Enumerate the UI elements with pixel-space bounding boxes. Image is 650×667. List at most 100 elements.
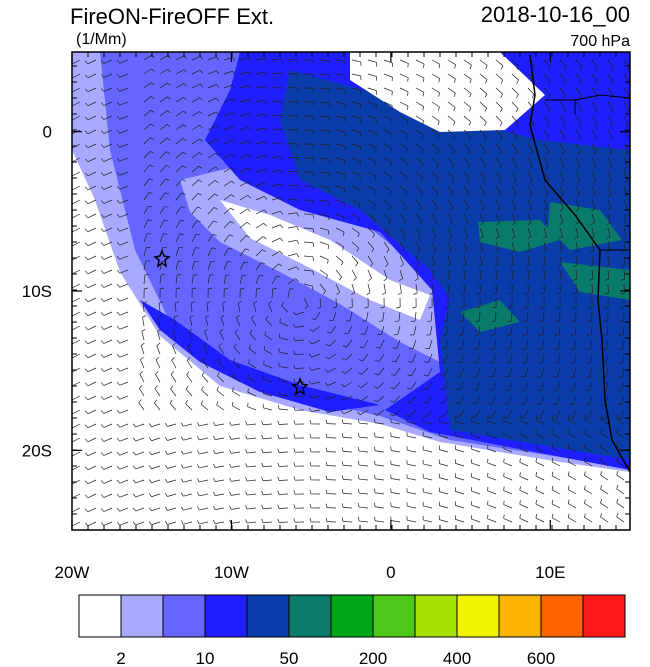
- wind-barb: [322, 290, 326, 295]
- wind-barb: [620, 409, 625, 419]
- wind-barb: [555, 334, 560, 336]
- wind-barb: [399, 185, 407, 193]
- wind-barb: [399, 157, 408, 164]
- wind-barb: [399, 269, 403, 279]
- wind-barb: [557, 278, 562, 281]
- wind-barb: [175, 275, 178, 285]
- wind-barb: [143, 192, 150, 201]
- wind-barb: [477, 339, 481, 349]
- wind-barb: [443, 320, 448, 323]
- wind-barb: [239, 275, 243, 285]
- wind-barb: [619, 320, 624, 323]
- wind-barb: [605, 250, 610, 253]
- wind-barb: [420, 177, 423, 182]
- wind-barb: [412, 339, 417, 349]
- wind-barb: [367, 73, 377, 77]
- wind-barb: [374, 460, 376, 465]
- wind-barb: [72, 311, 81, 317]
- wind-barb: [377, 381, 385, 389]
- wind-barb: [327, 367, 337, 373]
- wind-barb: [588, 409, 593, 419]
- wind-barb: [479, 157, 486, 166]
- wind-barb: [84, 130, 89, 135]
- wind-barb: [280, 100, 283, 105]
- wind-barb: [231, 437, 241, 440]
- wind-barb: [116, 157, 120, 162]
- wind-barb: [495, 213, 500, 223]
- wind-barb: [325, 274, 328, 279]
- wind-barb: [464, 235, 468, 240]
- wind-barb: [84, 340, 89, 345]
- wind-barb: [459, 381, 465, 391]
- wind-barb: [287, 129, 298, 131]
- wind-barb: [197, 506, 200, 511]
- wind-barb: [119, 297, 129, 302]
- wind-barb: [607, 227, 611, 237]
- wind-barb: [542, 325, 545, 335]
- wind-barb: [519, 475, 529, 481]
- wind-barb: [415, 255, 420, 265]
- wind-barb: [143, 123, 151, 131]
- wind-barb: [341, 503, 344, 508]
- wind-barb: [541, 367, 545, 377]
- wind-barb: [248, 71, 252, 76]
- wind-barb: [567, 429, 570, 434]
- wind-barb: [185, 389, 193, 397]
- wind-barb: [383, 101, 393, 106]
- wind-barb: [422, 92, 425, 97]
- date: 2018-10-16_00: [481, 2, 630, 27]
- wind-barb: [559, 157, 565, 167]
- colorbar-box: [414, 594, 458, 638]
- wind-barb: [512, 222, 516, 226]
- wind-barb: [575, 199, 580, 209]
- wind-barb: [447, 157, 455, 165]
- wind-barb: [100, 284, 105, 288]
- wind-barb: [527, 222, 532, 226]
- wind-barb: [271, 250, 280, 257]
- wind-barb: [159, 233, 164, 243]
- wind-barb: [278, 376, 280, 381]
- wind-barb: [479, 185, 486, 194]
- wind-barb: [367, 255, 374, 264]
- wind-barb: [294, 278, 299, 282]
- wind-barb: [165, 178, 170, 181]
- wind-barb: [511, 255, 515, 265]
- wind-barb: [180, 492, 184, 497]
- wind-barb: [231, 493, 241, 496]
- wind-barb: [245, 519, 248, 524]
- wind-barb: [487, 420, 497, 425]
- wind-barb: [463, 255, 467, 265]
- wind-barb: [492, 292, 497, 295]
- wind-barb: [223, 126, 233, 131]
- wind-barb: [175, 192, 182, 201]
- wind-barb: [100, 508, 105, 512]
- wind-barb: [218, 346, 225, 355]
- wind-barb: [234, 332, 241, 341]
- wind-barb: [175, 206, 182, 215]
- wind-barb: [438, 64, 441, 69]
- wind-barb: [607, 185, 612, 195]
- wind-barb: [280, 114, 283, 119]
- wind-barb: [522, 334, 528, 336]
- wind-barb: [248, 85, 252, 90]
- wind-barb: [567, 415, 570, 420]
- wind-barb: [493, 339, 497, 349]
- wind-barb: [429, 292, 434, 295]
- wind-barb: [406, 105, 409, 111]
- wind-barb: [312, 242, 315, 247]
- wind-barb: [341, 433, 344, 438]
- wind-barb: [411, 353, 417, 363]
- wind-barb: [271, 197, 281, 201]
- wind-barb: [503, 434, 513, 439]
- wind-barb: [84, 158, 89, 163]
- wind-barb: [140, 359, 145, 369]
- wind-barb: [205, 314, 210, 318]
- wind-barb: [132, 507, 136, 512]
- wind-barb: [407, 421, 417, 425]
- wind-barb: [223, 98, 233, 103]
- wind-barb: [393, 395, 401, 403]
- wind-barb: [271, 169, 281, 173]
- wind-barb: [135, 451, 145, 456]
- wind-barb: [197, 206, 202, 209]
